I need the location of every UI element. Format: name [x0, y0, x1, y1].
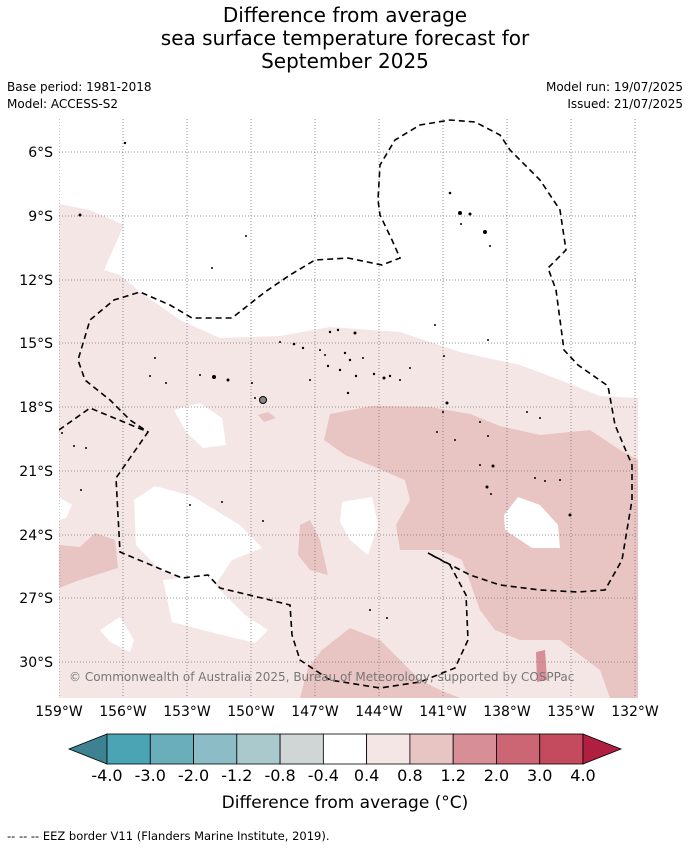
latitude-label: 9°S: [28, 209, 53, 225]
colorbar-tick-label: -3.0: [135, 766, 166, 785]
anomaly-band-0.8-1.2: [300, 628, 460, 698]
colorbar-tick-label: 3.0: [527, 766, 552, 785]
latitude-label: 15°S: [19, 336, 53, 352]
colorbar-swatch: [106, 733, 151, 765]
longitude-label: 138°W: [483, 704, 531, 720]
colorbar-tick-label: -4.0: [91, 766, 122, 785]
colorbar-tick-label: 1.2: [440, 766, 465, 785]
colorbar-swatch: [149, 733, 194, 765]
longitude-label: 144°W: [355, 704, 403, 720]
longitude-label: 135°W: [547, 704, 595, 720]
islands: [61, 141, 572, 619]
colorbar-swatch: [409, 733, 454, 765]
near-average-patch: [163, 575, 268, 643]
latitude-label: 30°S: [19, 655, 53, 671]
longitude-label: 141°W: [419, 704, 467, 720]
meta-right: Model run: 19/07/2025 Issued: 21/07/2025: [546, 79, 683, 113]
colorbar-swatch: [193, 733, 238, 765]
colorbar-swatch: [322, 733, 368, 765]
map-area: [59, 119, 638, 698]
colorbar-swatch: [366, 733, 411, 765]
anomaly-band-0.8-1.2: [298, 520, 328, 575]
anomaly-band-0.8-1.2: [324, 406, 638, 698]
near-average-patch: [174, 403, 226, 448]
colorbar-tick-label: 2.0: [484, 766, 509, 785]
model-name: Model: ACCESS-S2: [7, 97, 119, 111]
near-average-patch: [59, 497, 72, 520]
eez-footnote: -- -- -- EEZ border V11 (Flanders Marine…: [7, 829, 330, 843]
colorbar-tick-labels: -4.0 -3.0 -2.0 -1.2 -0.8 -0.4 0.4 0.8 1.2 2.0 3.0 4…: [91, 766, 595, 785]
colorbar-tick-label: -1.2: [221, 766, 252, 785]
anomaly-band-1.2-2.0: [536, 650, 547, 682]
latitude-label: 12°S: [19, 273, 53, 289]
colorbar-swatch: [496, 733, 541, 765]
longitude-label: 147°W: [291, 704, 339, 720]
eez-border: [59, 119, 633, 689]
latitude-label: 18°S: [19, 400, 53, 416]
latitude-label: 6°S: [28, 145, 53, 161]
near-average-patch: [134, 486, 262, 590]
issued-date: Issued: 21/07/2025: [567, 97, 683, 111]
meta-left: Base period: 1981-2018 Model: ACCESS-S2: [7, 79, 152, 113]
latitude-labels: 6°S 9°S 12°S 15°S 18°S 21°S 24°S 27°S 30°S: [19, 145, 53, 671]
colorbar-tick-label: 0.4: [354, 766, 379, 785]
anomaly-band-0.8-1.2: [59, 533, 118, 588]
colorbar-tick-label: -2.0: [178, 766, 209, 785]
near-average-patch: [340, 497, 378, 555]
chart-title: Difference from average sea surface temp…: [0, 4, 690, 73]
colorbar-tick-label: 0.8: [397, 766, 422, 785]
longitude-label: 150°W: [227, 704, 275, 720]
colorbar: [67, 733, 623, 765]
longitude-label: 159°W: [35, 704, 83, 720]
model-run: Model run: 19/07/2025: [545, 80, 683, 94]
colorbar-swatch: [279, 733, 324, 765]
colorbar-extend-high: [582, 733, 623, 765]
latitude-label: 21°S: [19, 464, 53, 480]
title-line-3: September 2025: [261, 49, 429, 73]
latitude-label: 24°S: [19, 528, 53, 544]
title-line-1: Difference from average: [222, 3, 468, 27]
colorbar-tick-label: -0.4: [308, 766, 339, 785]
longitude-label: 153°W: [163, 704, 211, 720]
colorbar-swatch: [452, 733, 497, 765]
colorbar-swatch: [236, 733, 281, 765]
copyright-notice: © Commonwealth of Australia 2025, Bureau…: [69, 670, 574, 684]
base-period: Base period: 1981-2018: [7, 80, 152, 94]
latitude-label: 27°S: [19, 591, 53, 607]
longitude-label: 156°W: [99, 704, 147, 720]
longitude-labels: 159°W 156°W 153°W 150°W 147°W 144°W 141°W 138°W…: [35, 704, 659, 720]
colorbar-tick-label: -0.8: [264, 766, 295, 785]
colorbar-tick-label: 4.0: [570, 766, 595, 785]
title-line-2: sea surface temperature forecast for: [160, 26, 530, 50]
near-average-patch: [100, 617, 134, 652]
colorbar-swatch: [539, 733, 584, 765]
colorbar-extend-low: [67, 733, 108, 765]
anomaly-band-0.8-1.2: [258, 412, 276, 422]
longitude-label: 132°W: [611, 704, 659, 720]
colorbar-label: Difference from average (°C): [221, 793, 469, 813]
gridlines: [59, 119, 638, 698]
